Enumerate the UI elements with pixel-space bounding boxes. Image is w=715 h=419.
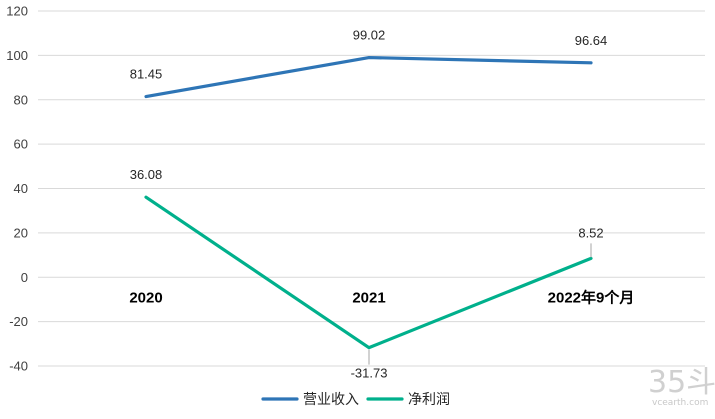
data-labels: 81.45 99.02 96.64 36.08 -31.73 8.52 [130, 28, 608, 381]
y-tick-label: -20 [9, 314, 28, 329]
y-tick-label: 0 [21, 270, 28, 285]
x-category-label: 2021 [352, 289, 385, 306]
x-category-label: 2022年9个月 [548, 288, 635, 306]
series-line-1 [144, 55, 593, 99]
y-tick-label: 80 [14, 92, 28, 107]
y-tick-label: 100 [6, 48, 28, 63]
data-label: 96.64 [575, 33, 608, 48]
data-label: 81.45 [130, 67, 163, 82]
legend: 营业收入 净利润 [261, 392, 450, 408]
x-category-label: 2020 [129, 289, 162, 306]
y-axis-ticks: -40 -20 0 20 40 60 80 100 120 [6, 4, 28, 374]
y-tick-label: 120 [6, 4, 28, 19]
series-lines [144, 55, 593, 350]
watermark-site-text: vcearth.com [652, 398, 708, 408]
watermark-logo: 35斗 vcearth.com [648, 365, 715, 408]
y-tick-label: -40 [9, 359, 28, 374]
y-tick-label: 60 [14, 137, 28, 152]
watermark-logo-text: 35斗 [648, 365, 715, 400]
y-tick-label: 20 [14, 225, 28, 240]
category-labels: 2020 2021 2022年9个月 [129, 288, 634, 306]
series-line-2 [144, 195, 593, 350]
gridlines [38, 10, 705, 367]
data-label: 36.08 [130, 167, 163, 182]
data-label: -31.73 [351, 366, 388, 381]
data-label: 99.02 [353, 28, 386, 43]
y-tick-label: 40 [14, 181, 28, 196]
legend-label-1: 营业收入 [303, 392, 359, 408]
data-label: 8.52 [578, 225, 603, 240]
legend-label-2: 净利润 [408, 392, 450, 408]
